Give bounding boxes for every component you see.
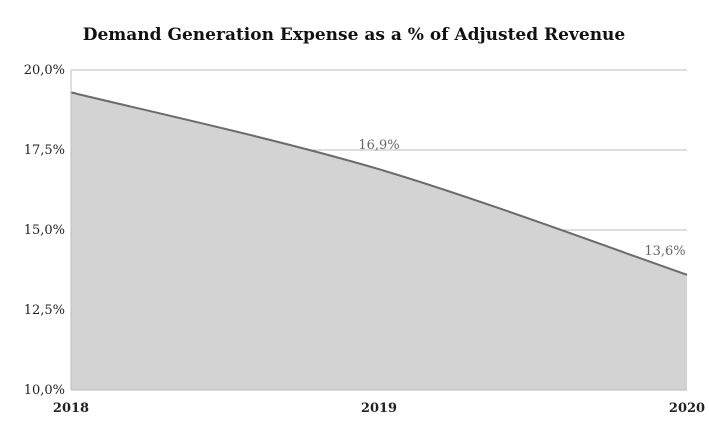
chart-title: Demand Generation Expense as a % of Adju…: [83, 25, 626, 45]
axes: 20,0% 17,5% 15,0% 12,5% 10,0% 2018 2019 2020: [24, 63, 705, 416]
series-line: [70, 91, 688, 276]
data-label: 16,9%: [358, 138, 399, 153]
y-tick-label: 10,0%: [24, 383, 65, 398]
x-tick-label: 2019: [361, 401, 397, 416]
data-label: 13,6%: [644, 244, 685, 259]
area-series: [70, 91, 688, 391]
y-tick-label: 20,0%: [24, 63, 65, 78]
y-tick-label: 15,0%: [24, 223, 65, 238]
x-tick-label: 2018: [53, 401, 89, 416]
y-tick-label: 17,5%: [24, 143, 65, 158]
data-labels: 16,9% 13,6%: [358, 138, 685, 259]
x-tick-label: 2020: [669, 401, 705, 416]
y-tick-label: 12,5%: [24, 303, 65, 318]
area-fill: [71, 92, 687, 391]
